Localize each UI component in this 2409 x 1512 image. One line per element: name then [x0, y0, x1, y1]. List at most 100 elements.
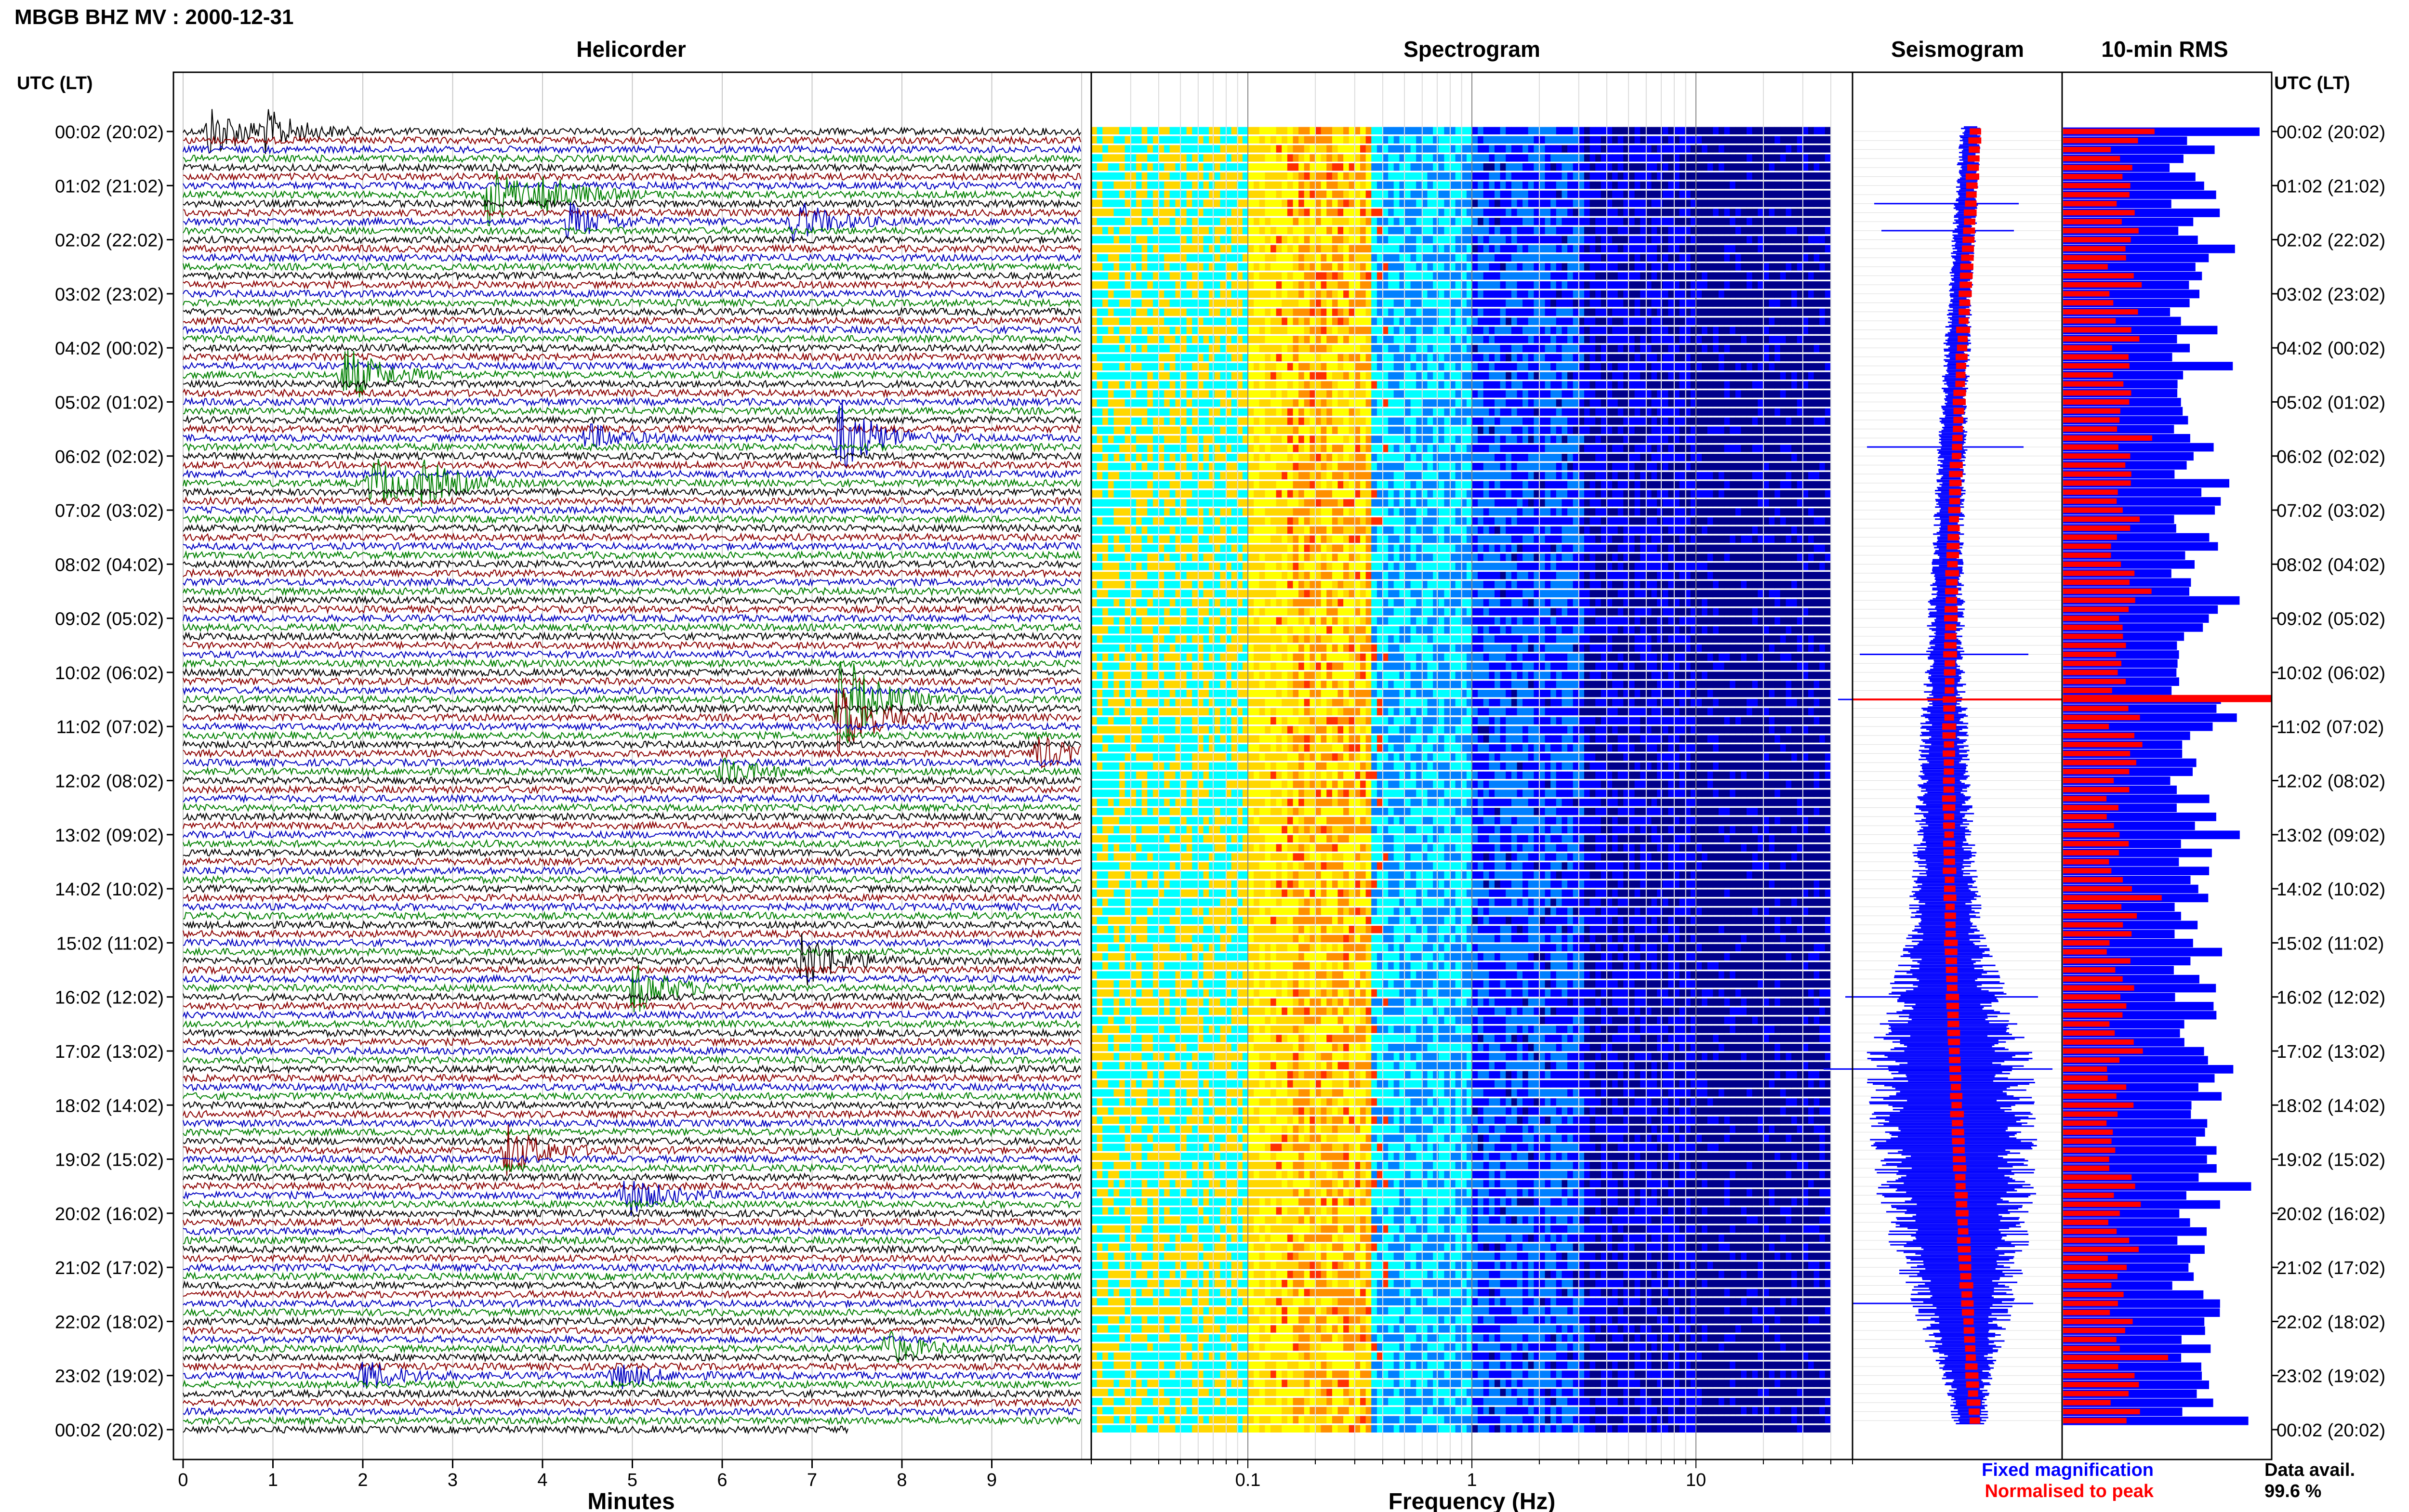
spectrogram-cell	[1690, 354, 1696, 362]
spectrogram-cell	[1758, 354, 1764, 362]
spectrogram-cell	[1265, 399, 1271, 407]
spectrogram-cell	[1310, 390, 1316, 398]
spectrogram-cell	[1310, 226, 1316, 235]
spectrogram-cell	[1130, 317, 1137, 325]
spectrogram-cell	[1186, 127, 1192, 135]
spectrogram-cell	[1791, 226, 1798, 235]
spectrogram-cell	[1719, 317, 1725, 325]
spectrogram-cell	[1113, 236, 1120, 244]
spectrogram-cell	[1774, 163, 1781, 171]
spectrogram-cell	[1629, 145, 1635, 153]
spectrogram-cell	[1371, 199, 1377, 207]
spectrogram-cell	[1259, 317, 1265, 325]
spectrogram-cell	[1175, 454, 1181, 461]
spectrogram-cell	[1679, 172, 1685, 180]
spectrogram-cell	[1500, 308, 1506, 316]
spectrogram-cell	[1365, 127, 1372, 135]
spectrogram-cell	[1293, 390, 1299, 398]
spectrogram-cell	[1365, 417, 1372, 425]
spectrogram-cell	[1164, 363, 1170, 371]
spectrogram-cell	[1399, 245, 1405, 253]
spectrogram-cell	[1617, 327, 1624, 334]
spectrogram-cell	[1713, 344, 1719, 353]
spectrogram-cell	[1562, 245, 1568, 253]
spectrogram-cell	[1567, 299, 1574, 307]
spectrogram-cell	[1567, 426, 1574, 434]
spectrogram-cell	[1382, 263, 1389, 271]
spectrogram-cell	[1556, 226, 1562, 235]
spectrogram-cell	[1741, 281, 1747, 289]
spectrogram-cell	[1668, 408, 1674, 416]
spectrogram-cell	[1813, 190, 1820, 198]
spectrogram-cell	[1668, 344, 1674, 353]
spectrogram-title: Spectrogram	[1403, 37, 1540, 62]
spectrogram-cell	[1326, 172, 1333, 180]
spectrogram-cell	[1612, 236, 1618, 244]
spectrogram-cell	[1489, 145, 1495, 153]
spectrogram-cell	[1152, 454, 1159, 461]
spectrogram-cell	[1545, 290, 1551, 298]
spectrogram-cell	[1769, 344, 1775, 353]
spectrogram-cell	[1472, 327, 1478, 334]
spectrogram-cell	[1747, 354, 1753, 362]
spectrogram-cell	[1371, 417, 1377, 425]
spectrogram-cell	[1433, 445, 1439, 452]
spectrogram-cell	[1091, 290, 1098, 298]
spectrogram-cell	[1259, 218, 1265, 225]
spectrogram-cell	[1713, 163, 1719, 171]
spectrogram-cell	[1466, 363, 1473, 371]
spectrogram-cell	[1707, 354, 1713, 362]
spectrogram-cell	[1758, 263, 1764, 271]
spectrogram-cell	[1724, 172, 1730, 180]
spectrogram-cell	[1685, 190, 1691, 198]
spectrogram-cell	[1735, 344, 1741, 353]
spectrogram-cell	[1797, 344, 1803, 353]
spectrogram-cell	[1450, 408, 1456, 416]
helicorder-trace	[183, 225, 1081, 236]
spectrogram-cell	[1304, 254, 1310, 262]
spectrogram-cell	[1220, 254, 1226, 262]
spectrogram-cell	[1427, 336, 1433, 343]
spectrogram-cell	[1158, 181, 1165, 189]
spectrogram-cell	[1265, 290, 1271, 298]
spectrogram-cell	[1651, 372, 1657, 380]
spectrogram-cell	[1248, 199, 1254, 207]
spectrogram-cell	[1802, 299, 1809, 307]
spectrogram-cell	[1197, 236, 1204, 244]
spectrogram-cell	[1136, 209, 1142, 216]
spectrogram-cell	[1220, 354, 1226, 362]
spectrogram-cell	[1511, 263, 1518, 271]
spectrogram-cell	[1141, 145, 1148, 153]
spectrogram-cell	[1377, 317, 1383, 325]
spectrogram-cell	[1478, 127, 1484, 135]
spectrogram-cell	[1433, 426, 1439, 434]
spectrogram-cell	[1623, 199, 1629, 207]
spectrogram-cell	[1645, 299, 1652, 307]
spectrogram-cell	[1791, 408, 1798, 416]
spectrogram-cell	[1595, 236, 1602, 244]
spectrogram-cell	[1556, 281, 1562, 289]
spectrogram-cell	[1360, 336, 1366, 343]
spectrogram-cell	[1696, 272, 1702, 280]
spectrogram-cell	[1152, 408, 1159, 416]
spectrogram-cell	[1679, 218, 1685, 225]
spectrogram-cell	[1819, 245, 1826, 253]
spectrogram-cell	[1528, 381, 1534, 389]
spectrogram-cell	[1371, 245, 1377, 253]
spectrogram-cell	[1601, 127, 1607, 135]
spectrogram-cell	[1595, 299, 1602, 307]
spectrogram-cell	[1763, 290, 1770, 298]
spectrogram-cell	[1169, 199, 1176, 207]
spectrogram-cell	[1321, 408, 1327, 416]
spectrogram-cell	[1349, 399, 1355, 407]
spectrogram-cell	[1214, 299, 1220, 307]
spectrogram-cell	[1282, 317, 1288, 325]
spectrogram-cell	[1248, 390, 1254, 398]
spectrogram-cell	[1455, 363, 1461, 371]
spectrogram-cell	[1365, 190, 1372, 198]
spectrogram-cell	[1797, 181, 1803, 189]
helicorder-trace	[183, 739, 1081, 750]
spectrogram-cell	[1416, 272, 1422, 280]
spectrogram-cell	[1141, 226, 1148, 235]
spectrogram-cell	[1651, 399, 1657, 407]
